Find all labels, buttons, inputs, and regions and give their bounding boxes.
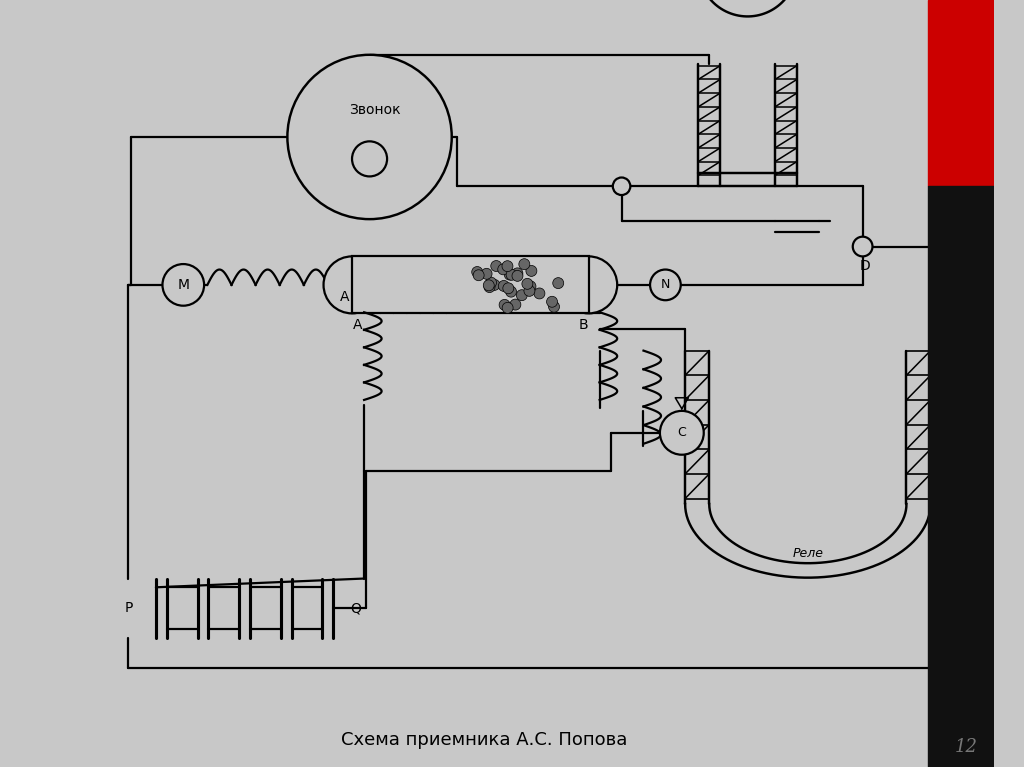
Circle shape [483, 280, 495, 291]
Text: 12: 12 [955, 739, 978, 756]
Circle shape [499, 299, 510, 311]
Circle shape [352, 141, 387, 176]
Circle shape [519, 258, 529, 270]
Circle shape [485, 277, 497, 288]
Text: Схема приемника А.С. Попова: Схема приемника А.С. Попова [341, 731, 628, 749]
Bar [929, 186, 994, 767]
Circle shape [534, 288, 545, 299]
Text: A: A [352, 318, 362, 331]
Circle shape [502, 302, 513, 313]
Circle shape [504, 269, 515, 280]
Text: P: P [124, 601, 133, 615]
Circle shape [499, 281, 509, 291]
Circle shape [659, 411, 703, 455]
Circle shape [560, 256, 617, 314]
Circle shape [481, 268, 493, 279]
Text: N: N [660, 278, 670, 291]
Circle shape [512, 268, 523, 279]
Text: M: M [177, 278, 189, 292]
Text: Q: Q [350, 601, 360, 615]
Circle shape [853, 237, 872, 256]
Bar [352, 256, 589, 314]
Circle shape [524, 285, 535, 296]
Text: D: D [859, 259, 870, 273]
Circle shape [498, 264, 509, 275]
Text: B: B [579, 318, 588, 331]
Circle shape [163, 264, 204, 306]
Circle shape [502, 261, 513, 272]
Bar [929, 0, 994, 186]
Circle shape [324, 256, 381, 314]
Circle shape [288, 54, 452, 219]
Circle shape [522, 278, 532, 289]
Circle shape [503, 283, 514, 294]
Circle shape [553, 278, 564, 288]
Circle shape [490, 261, 502, 272]
Circle shape [612, 177, 631, 195]
Text: Звонок: Звонок [349, 103, 400, 117]
Circle shape [506, 269, 517, 280]
Circle shape [506, 286, 516, 297]
Circle shape [510, 299, 521, 310]
Text: A: A [340, 291, 349, 304]
Circle shape [549, 301, 559, 312]
Circle shape [473, 270, 484, 281]
Text: Реле: Реле [793, 547, 823, 560]
Circle shape [547, 296, 557, 308]
Circle shape [472, 266, 482, 278]
Circle shape [526, 265, 537, 276]
Circle shape [650, 269, 681, 300]
Circle shape [484, 281, 495, 292]
Circle shape [512, 271, 523, 281]
Circle shape [489, 279, 500, 291]
Text: C: C [678, 426, 686, 439]
Circle shape [930, 352, 949, 371]
Circle shape [525, 281, 536, 292]
Circle shape [516, 290, 527, 301]
